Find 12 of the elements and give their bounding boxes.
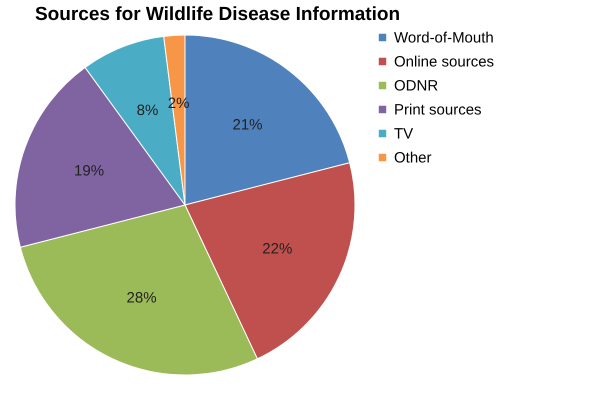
chart-title: Sources for Wildlife Disease Information [35,4,400,25]
legend-label: Online sources [394,54,494,70]
legend-label: Print sources [394,102,482,118]
data-label: 28% [126,289,157,306]
data-label: 21% [232,116,263,134]
legend-label: ODNR [394,78,438,94]
data-label: 8% [136,102,158,120]
data-label: 22% [262,240,292,258]
legend-label: Word-of-Mouth [394,30,494,46]
legend-label: TV [394,126,414,142]
data-label: 19% [74,162,104,180]
legend-label: Other [394,150,432,166]
